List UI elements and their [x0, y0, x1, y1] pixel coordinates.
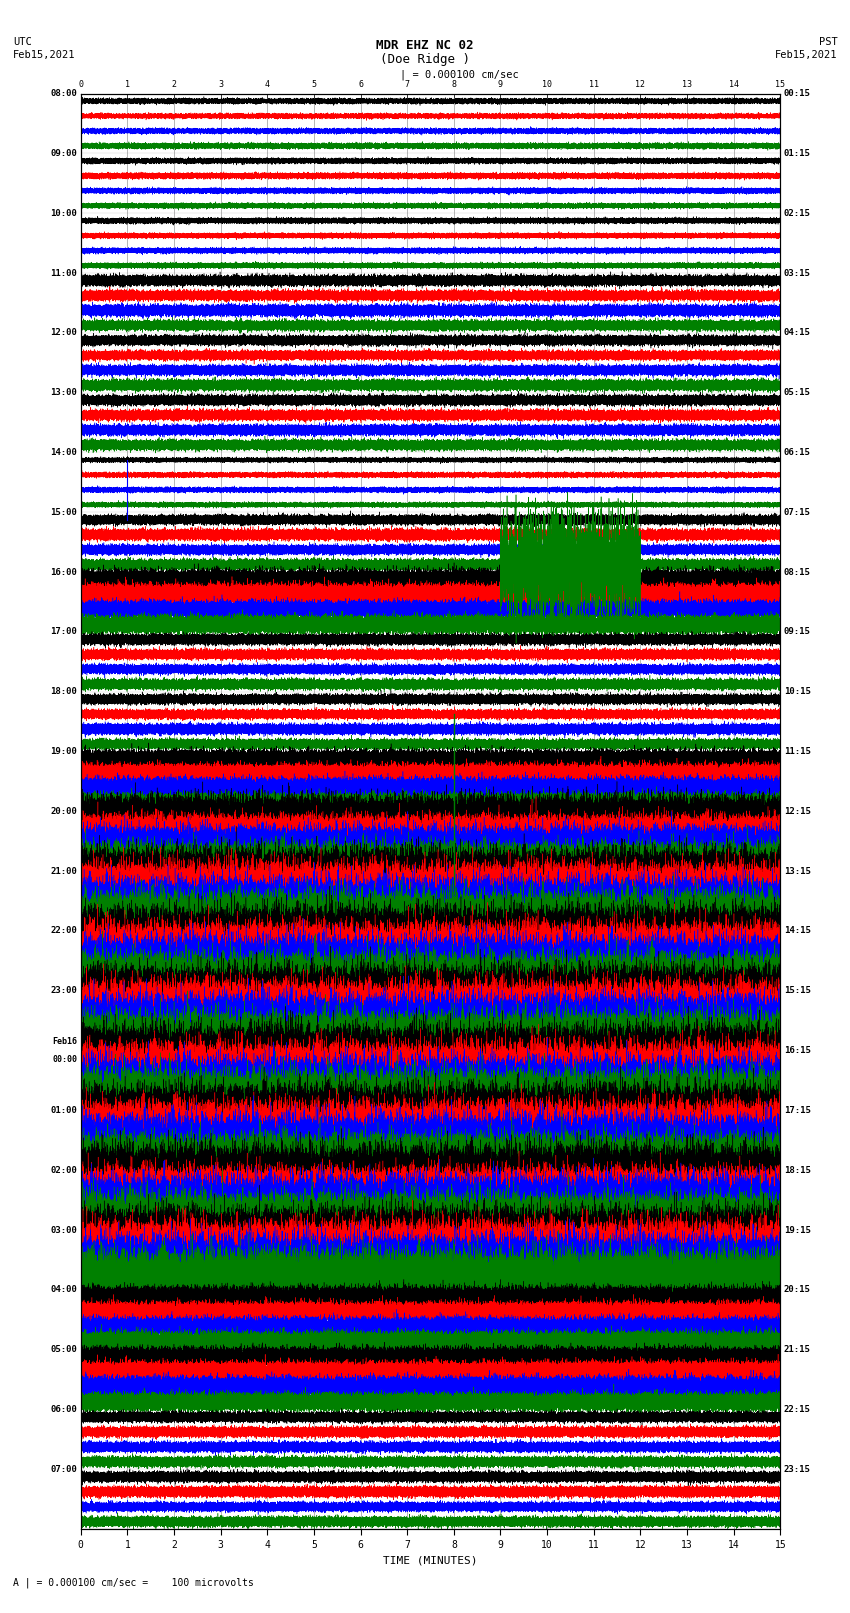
Text: 12:00: 12:00 [50, 329, 77, 337]
Text: 02:15: 02:15 [784, 208, 811, 218]
Text: 08:15: 08:15 [784, 568, 811, 576]
Text: | = 0.000100 cm/sec: | = 0.000100 cm/sec [400, 69, 518, 81]
Text: 01:00: 01:00 [50, 1107, 77, 1115]
Text: 08:00: 08:00 [50, 89, 77, 98]
Text: 09:15: 09:15 [784, 627, 811, 637]
Text: 09:00: 09:00 [50, 148, 77, 158]
Text: 21:00: 21:00 [50, 866, 77, 876]
Text: 00:00: 00:00 [52, 1055, 77, 1065]
Text: Feb15,2021: Feb15,2021 [13, 50, 76, 60]
Text: 06:00: 06:00 [50, 1405, 77, 1415]
Text: 23:00: 23:00 [50, 986, 77, 995]
Text: 20:00: 20:00 [50, 806, 77, 816]
Text: 03:00: 03:00 [50, 1226, 77, 1234]
Text: 07:00: 07:00 [50, 1465, 77, 1474]
Text: 17:00: 17:00 [50, 627, 77, 637]
Text: 14:15: 14:15 [784, 926, 811, 936]
Text: 10:15: 10:15 [784, 687, 811, 697]
Text: 02:00: 02:00 [50, 1166, 77, 1174]
Text: Feb15,2021: Feb15,2021 [774, 50, 837, 60]
Text: 18:15: 18:15 [784, 1166, 811, 1174]
Text: 22:00: 22:00 [50, 926, 77, 936]
Text: 14:00: 14:00 [50, 448, 77, 456]
Text: 21:15: 21:15 [784, 1345, 811, 1355]
Text: 11:15: 11:15 [784, 747, 811, 756]
Text: 05:00: 05:00 [50, 1345, 77, 1355]
Text: 20:15: 20:15 [784, 1286, 811, 1294]
Text: MDR EHZ NC 02: MDR EHZ NC 02 [377, 39, 473, 52]
Text: 17:15: 17:15 [784, 1107, 811, 1115]
Text: 16:15: 16:15 [784, 1047, 811, 1055]
Text: 12:15: 12:15 [784, 806, 811, 816]
Text: 19:00: 19:00 [50, 747, 77, 756]
Text: 11:00: 11:00 [50, 268, 77, 277]
Text: (Doe Ridge ): (Doe Ridge ) [380, 53, 470, 66]
Text: 06:15: 06:15 [784, 448, 811, 456]
Text: 03:15: 03:15 [784, 268, 811, 277]
Text: Feb16: Feb16 [52, 1037, 77, 1047]
Text: 07:15: 07:15 [784, 508, 811, 516]
Text: 10:00: 10:00 [50, 208, 77, 218]
Text: PST: PST [819, 37, 837, 47]
Text: 04:15: 04:15 [784, 329, 811, 337]
Text: 05:15: 05:15 [784, 389, 811, 397]
Text: 00:15: 00:15 [784, 89, 811, 98]
Text: 23:15: 23:15 [784, 1465, 811, 1474]
Text: 13:00: 13:00 [50, 389, 77, 397]
X-axis label: TIME (MINUTES): TIME (MINUTES) [383, 1555, 478, 1565]
Text: 01:15: 01:15 [784, 148, 811, 158]
Text: 19:15: 19:15 [784, 1226, 811, 1234]
Text: 13:15: 13:15 [784, 866, 811, 876]
Text: 18:00: 18:00 [50, 687, 77, 697]
Text: UTC: UTC [13, 37, 31, 47]
Text: 15:00: 15:00 [50, 508, 77, 516]
Text: A | = 0.000100 cm/sec =    100 microvolts: A | = 0.000100 cm/sec = 100 microvolts [13, 1578, 253, 1589]
Text: 15:15: 15:15 [784, 986, 811, 995]
Text: 16:00: 16:00 [50, 568, 77, 576]
Text: 04:00: 04:00 [50, 1286, 77, 1294]
Text: 22:15: 22:15 [784, 1405, 811, 1415]
